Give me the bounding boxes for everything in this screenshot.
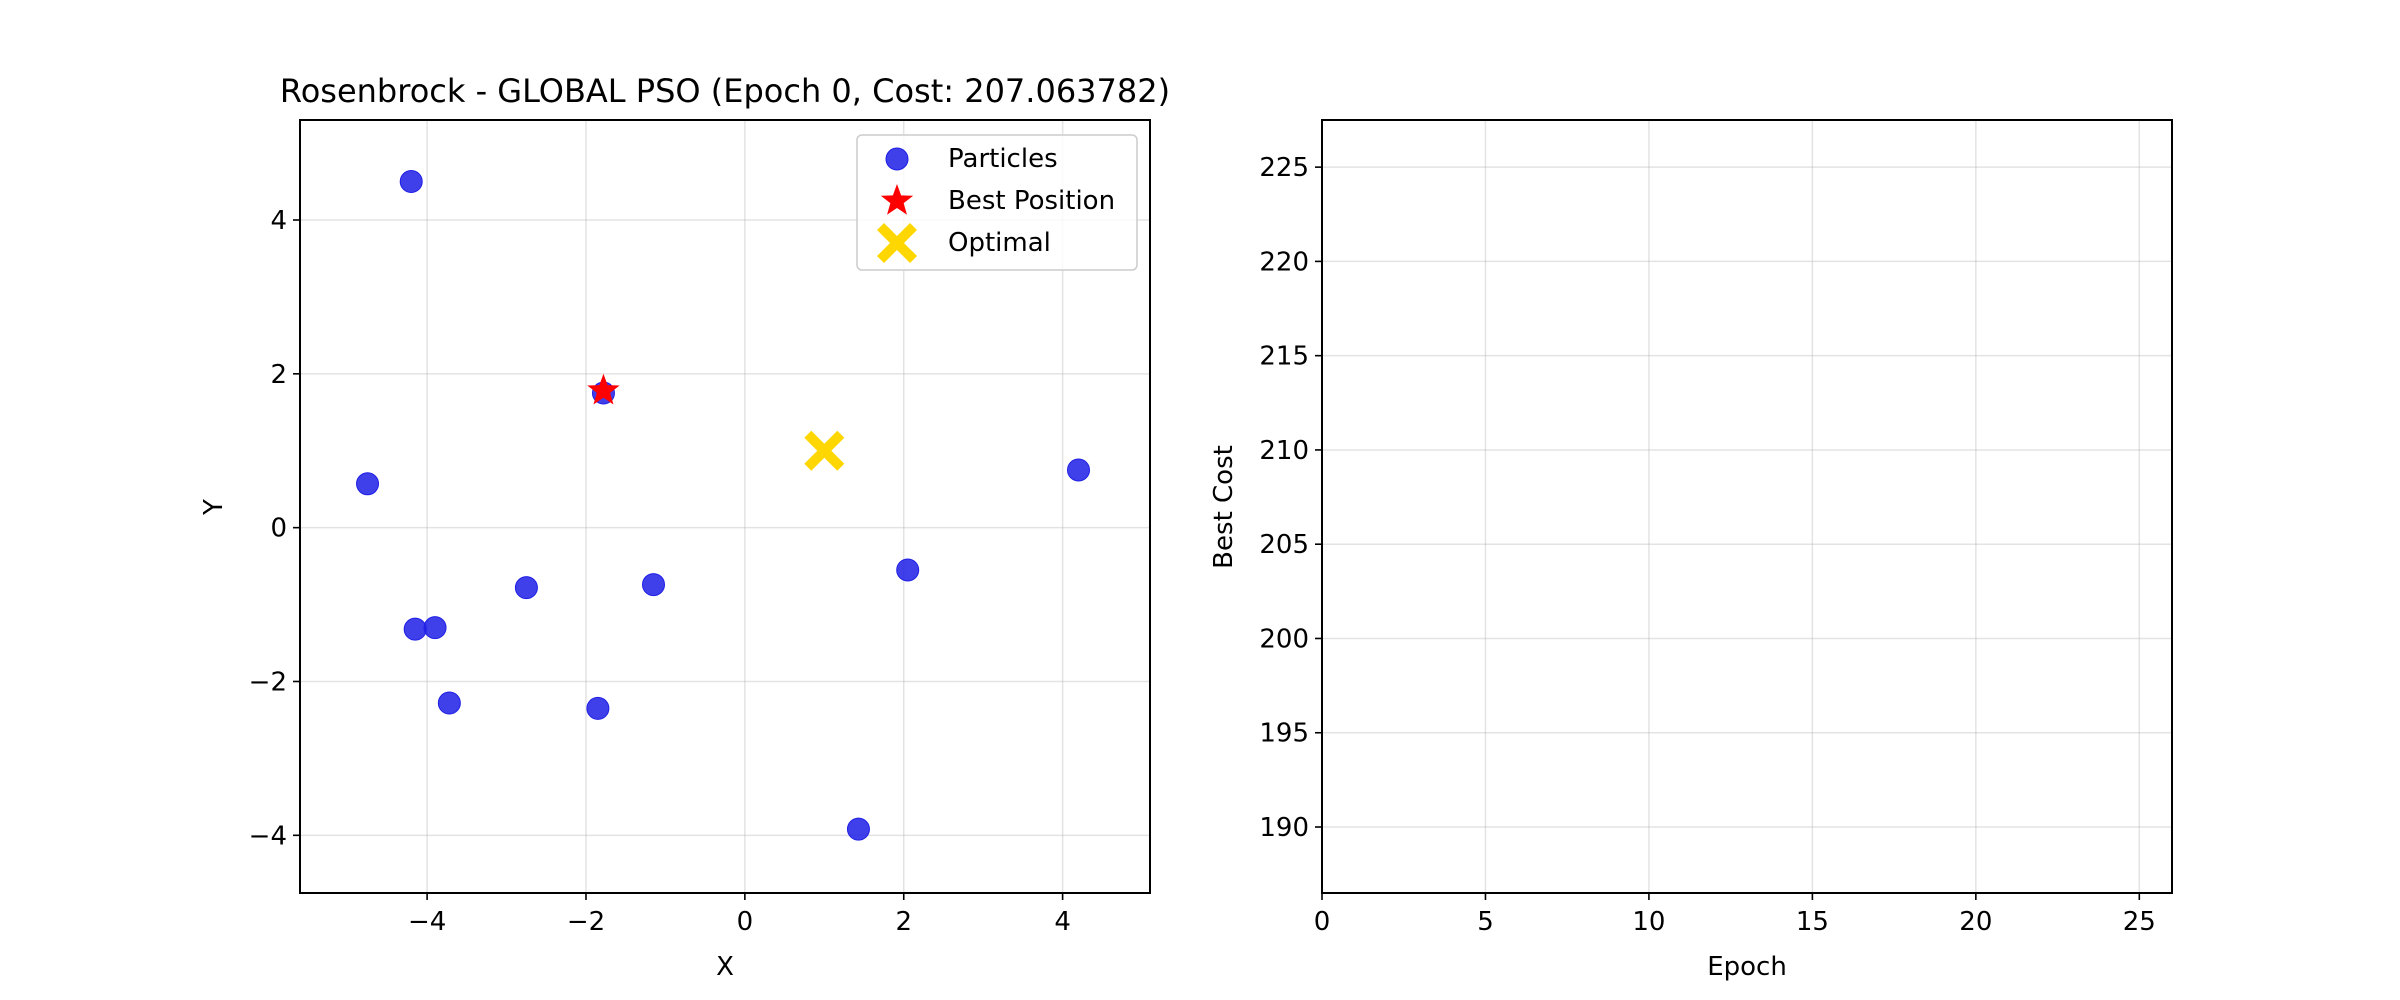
cost-grid — [1321, 120, 2172, 893]
cost-x-tick-label: 15 — [1796, 907, 1829, 937]
legend-optimal-label: Optimal — [948, 228, 1051, 258]
particle-point — [514, 576, 538, 600]
scatter-legend: Particles Best Position Optimal — [856, 134, 1138, 271]
cost-y-tick-label: 190 — [1259, 813, 1309, 843]
particle-point — [423, 616, 447, 640]
scatter-y-tick-label: −2 — [249, 667, 287, 697]
legend-box — [856, 134, 1138, 271]
scatter-y-tick-label: 2 — [270, 360, 287, 390]
particle-point — [1067, 458, 1091, 482]
scatter-ticks: −4 −2 0 2 4 −4 −2 0 2 4 — [249, 206, 1071, 937]
scatter-marks — [356, 170, 1091, 841]
scatter-x-tick-label: −4 — [408, 907, 446, 937]
cost-y-axis-label: Best Cost — [1209, 445, 1239, 569]
cost-x-tick-label: 10 — [1632, 907, 1665, 937]
scatter-panel: −4 −2 0 2 4 −4 −2 0 2 4 Rosenbrock - GLOBAL PSO (… — [199, 72, 1170, 982]
cost-x-axis-label: Epoch — [1707, 952, 1787, 982]
cost-y-tick-label: 205 — [1259, 530, 1309, 560]
particle-point — [437, 691, 461, 715]
particle-point — [846, 817, 870, 841]
best-position-point — [587, 373, 620, 405]
scatter-x-tick-label: −2 — [567, 907, 605, 937]
scatter-y-tick-label: −4 — [249, 821, 287, 851]
scatter-y-axis-label: Y — [199, 499, 229, 516]
scatter-frame — [299, 119, 1151, 894]
scatter-y-tick-label: 0 — [270, 514, 287, 544]
legend-particles-label: Particles — [948, 144, 1058, 174]
particle-point — [642, 573, 666, 597]
legend-best-position-marker — [880, 184, 914, 215]
scatter-x-tick-label: 2 — [895, 907, 912, 937]
scatter-y-tick-label: 4 — [270, 206, 287, 236]
cost-y-tick-label: 210 — [1259, 436, 1309, 466]
cost-y-tick-label: 220 — [1259, 247, 1309, 277]
cost-y-tick-label: 200 — [1259, 624, 1309, 654]
cost-y-tick-label: 195 — [1259, 719, 1309, 749]
cost-frame — [1321, 119, 2173, 894]
scatter-x-tick-label: 4 — [1054, 907, 1071, 937]
scatter-x-tick-label: 0 — [737, 907, 754, 937]
cost-x-tick-label: 25 — [2123, 907, 2156, 937]
cost-ticks: 0 5 10 15 20 25 190 195 200 205 210 215 220 225 — [1259, 153, 2155, 937]
particle-point — [399, 170, 423, 194]
particle-point — [896, 558, 920, 582]
cost-x-tick-label: 0 — [1314, 907, 1331, 937]
particle-point — [403, 617, 427, 641]
cost-y-tick-label: 215 — [1259, 342, 1309, 372]
cost-y-tick-label: 225 — [1259, 153, 1309, 183]
scatter-x-axis-label: X — [716, 952, 734, 982]
legend-optimal-marker — [877, 223, 917, 263]
particle-point — [356, 472, 380, 496]
cost-x-tick-label: 20 — [1959, 907, 1992, 937]
legend-best-position-label: Best Position — [948, 186, 1115, 216]
scatter-title: Rosenbrock - GLOBAL PSO (Epoch 0, Cost: … — [280, 72, 1170, 110]
optimal-point — [804, 430, 845, 471]
cost-x-tick-label: 5 — [1477, 907, 1494, 937]
legend-particles-marker — [885, 147, 909, 171]
particle-point — [586, 696, 610, 720]
cost-panel: 0 5 10 15 20 25 190 195 200 205 210 215 220 225 Epoch… — [1209, 119, 2173, 982]
